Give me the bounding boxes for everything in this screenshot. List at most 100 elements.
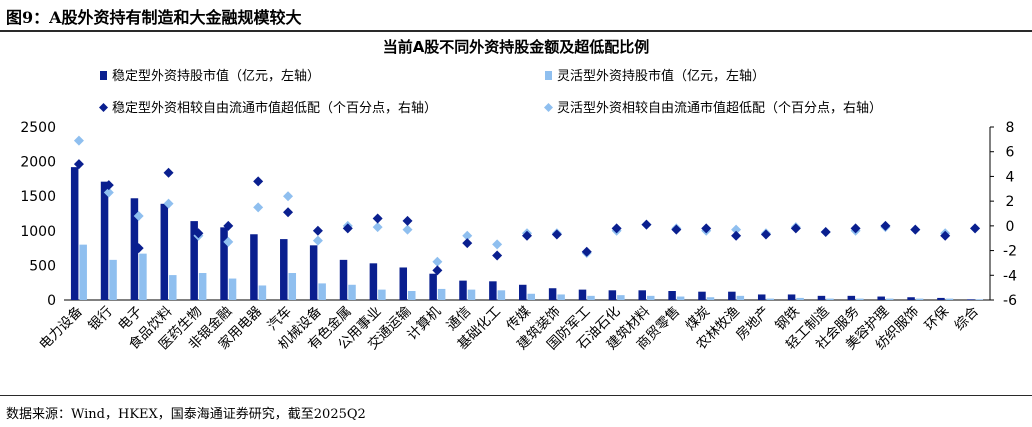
legend-item-stable-marker: 稳定型外资相较自由流通市值超低配（个百分点，右轴） — [99, 100, 437, 116]
bar-stable-14 — [489, 281, 497, 300]
legend-label-flexible-marker: 灵活型外资相较自由流通市值超低配（个百分点，右轴） — [557, 100, 882, 116]
bar-stable-10 — [369, 263, 378, 300]
bar-stable-21 — [698, 291, 706, 300]
legend-label-stable-bar: 稳定型外资持股市值（亿元，左轴） — [112, 68, 320, 84]
x-tick-label-0: 电力设备 — [36, 302, 87, 353]
marker-flexible-1 — [103, 187, 114, 198]
y-right-tick-label: 0 — [1006, 219, 1015, 235]
bar-flexible-1 — [109, 259, 117, 300]
marker-stable-19 — [641, 219, 652, 230]
marker-stable-18 — [611, 223, 622, 234]
bar-flexible-15 — [527, 293, 535, 300]
y-right-tick-label: -6 — [1003, 293, 1017, 309]
marker-flexible-3 — [163, 198, 174, 209]
marker-stable-15 — [522, 230, 532, 241]
bar-flexible-19 — [646, 295, 655, 300]
bar-stable-6 — [250, 234, 258, 300]
y-left-tick-label: 1000 — [20, 224, 56, 240]
bar-stable-19 — [638, 290, 646, 300]
x-tick-label-1: 银行 — [85, 304, 115, 334]
bar-stable-18 — [608, 290, 617, 300]
x-tick-label-30: 综合 — [951, 303, 982, 334]
bar-flexible-29 — [945, 298, 954, 300]
top-divider — [0, 30, 1032, 32]
marker-stable-2 — [133, 243, 144, 254]
bar-flexible-24 — [796, 297, 804, 300]
bar-stable-2 — [130, 198, 139, 300]
marker-stable-7 — [283, 207, 294, 218]
marker-stable-17 — [581, 246, 592, 257]
bar-stable-12 — [429, 273, 437, 300]
chart-title: 当前A股不同外资持股金额及超低配比例 — [383, 38, 650, 56]
bar-stable-17 — [578, 289, 587, 300]
bar-stable-0 — [70, 167, 79, 300]
marker-stable-24 — [790, 223, 801, 234]
legend-label-stable-marker: 稳定型外资相较自由流通市值超低配（个百分点，右轴） — [112, 100, 437, 116]
x-tick-label-29: 环保 — [922, 303, 953, 334]
bar-flexible-16 — [557, 294, 565, 300]
bar-flexible-11 — [408, 291, 416, 300]
marker-stable-28 — [910, 224, 921, 235]
marker-stable-1 — [103, 180, 114, 191]
bar-stable-25 — [817, 295, 826, 300]
x-tick-label-12: 计算机 — [404, 303, 444, 343]
marker-flexible-12 — [432, 256, 443, 267]
bar-flexible-21 — [706, 297, 715, 300]
bar-stable-20 — [668, 291, 676, 300]
bar-flexible-3 — [169, 275, 177, 300]
legend-swatch-flexible-bar — [545, 71, 552, 80]
bar-flexible-26 — [856, 298, 864, 300]
bar-flexible-22 — [736, 295, 745, 300]
y-left-tick-label: 0 — [47, 293, 56, 309]
legend-swatch-flexible-marker — [544, 103, 553, 112]
marker-stable-23 — [760, 229, 771, 240]
legend-item-flexible-marker: 灵活型外资相较自由流通市值超低配（个百分点，右轴） — [544, 100, 882, 116]
bar-stable-30 — [967, 299, 975, 300]
bar-stable-24 — [787, 294, 796, 300]
marker-flexible-11 — [402, 224, 413, 235]
marker-stable-0 — [73, 159, 84, 170]
bar-stable-4 — [190, 221, 198, 300]
y-right-tick-label: -2 — [1003, 244, 1017, 260]
bar-stable-9 — [339, 259, 348, 300]
bar-flexible-6 — [258, 285, 267, 300]
bar-flexible-13 — [467, 289, 476, 300]
bar-stable-15 — [519, 284, 527, 300]
marker-flexible-13 — [462, 230, 473, 241]
y-right-tick-label: 2 — [1006, 194, 1015, 210]
bar-stable-1 — [100, 181, 109, 300]
marker-stable-20 — [671, 224, 682, 235]
y-right-tick-label: 8 — [1006, 120, 1015, 136]
bar-flexible-8 — [318, 283, 326, 300]
marker-stable-13 — [462, 238, 473, 249]
bar-flexible-5 — [228, 278, 237, 300]
legend-swatch-stable-marker — [99, 103, 108, 112]
marker-flexible-14 — [492, 239, 503, 250]
marker-flexible-8 — [312, 235, 323, 246]
bar-flexible-9 — [348, 284, 356, 300]
marker-stable-8 — [312, 225, 323, 236]
bar-stable-8 — [309, 245, 318, 300]
legend-label-flexible-bar: 灵活型外资持股市值（亿元，左轴） — [557, 68, 765, 84]
marker-stable-30 — [970, 223, 981, 234]
marker-stable-5 — [223, 220, 234, 231]
x-tick-label-23: 房地产 — [733, 304, 773, 344]
bottom-divider — [0, 395, 1032, 396]
marker-stable-6 — [253, 176, 264, 187]
y-left-tick-label: 1500 — [20, 189, 56, 205]
bar-stable-16 — [548, 288, 557, 300]
chart: 当前A股不同外资持股金额及超低配比例 稳定型外资持股市值（亿元，左轴） 灵活型外… — [20, 38, 1017, 353]
marker-stable-29 — [940, 230, 951, 241]
marker-stable-14 — [492, 250, 503, 261]
bar-flexible-0 — [79, 244, 87, 300]
marker-stable-21 — [701, 223, 712, 234]
marker-stable-4 — [193, 228, 204, 239]
marker-flexible-5 — [223, 236, 234, 247]
legend: 稳定型外资持股市值（亿元，左轴） 灵活型外资持股市值（亿元，左轴） 稳定型外资相… — [99, 68, 882, 116]
bar-flexible-4 — [198, 273, 207, 300]
marker-stable-12 — [432, 265, 443, 276]
bar-flexible-14 — [497, 290, 506, 300]
marker-stable-25 — [820, 227, 831, 238]
bar-stable-28 — [907, 297, 915, 300]
